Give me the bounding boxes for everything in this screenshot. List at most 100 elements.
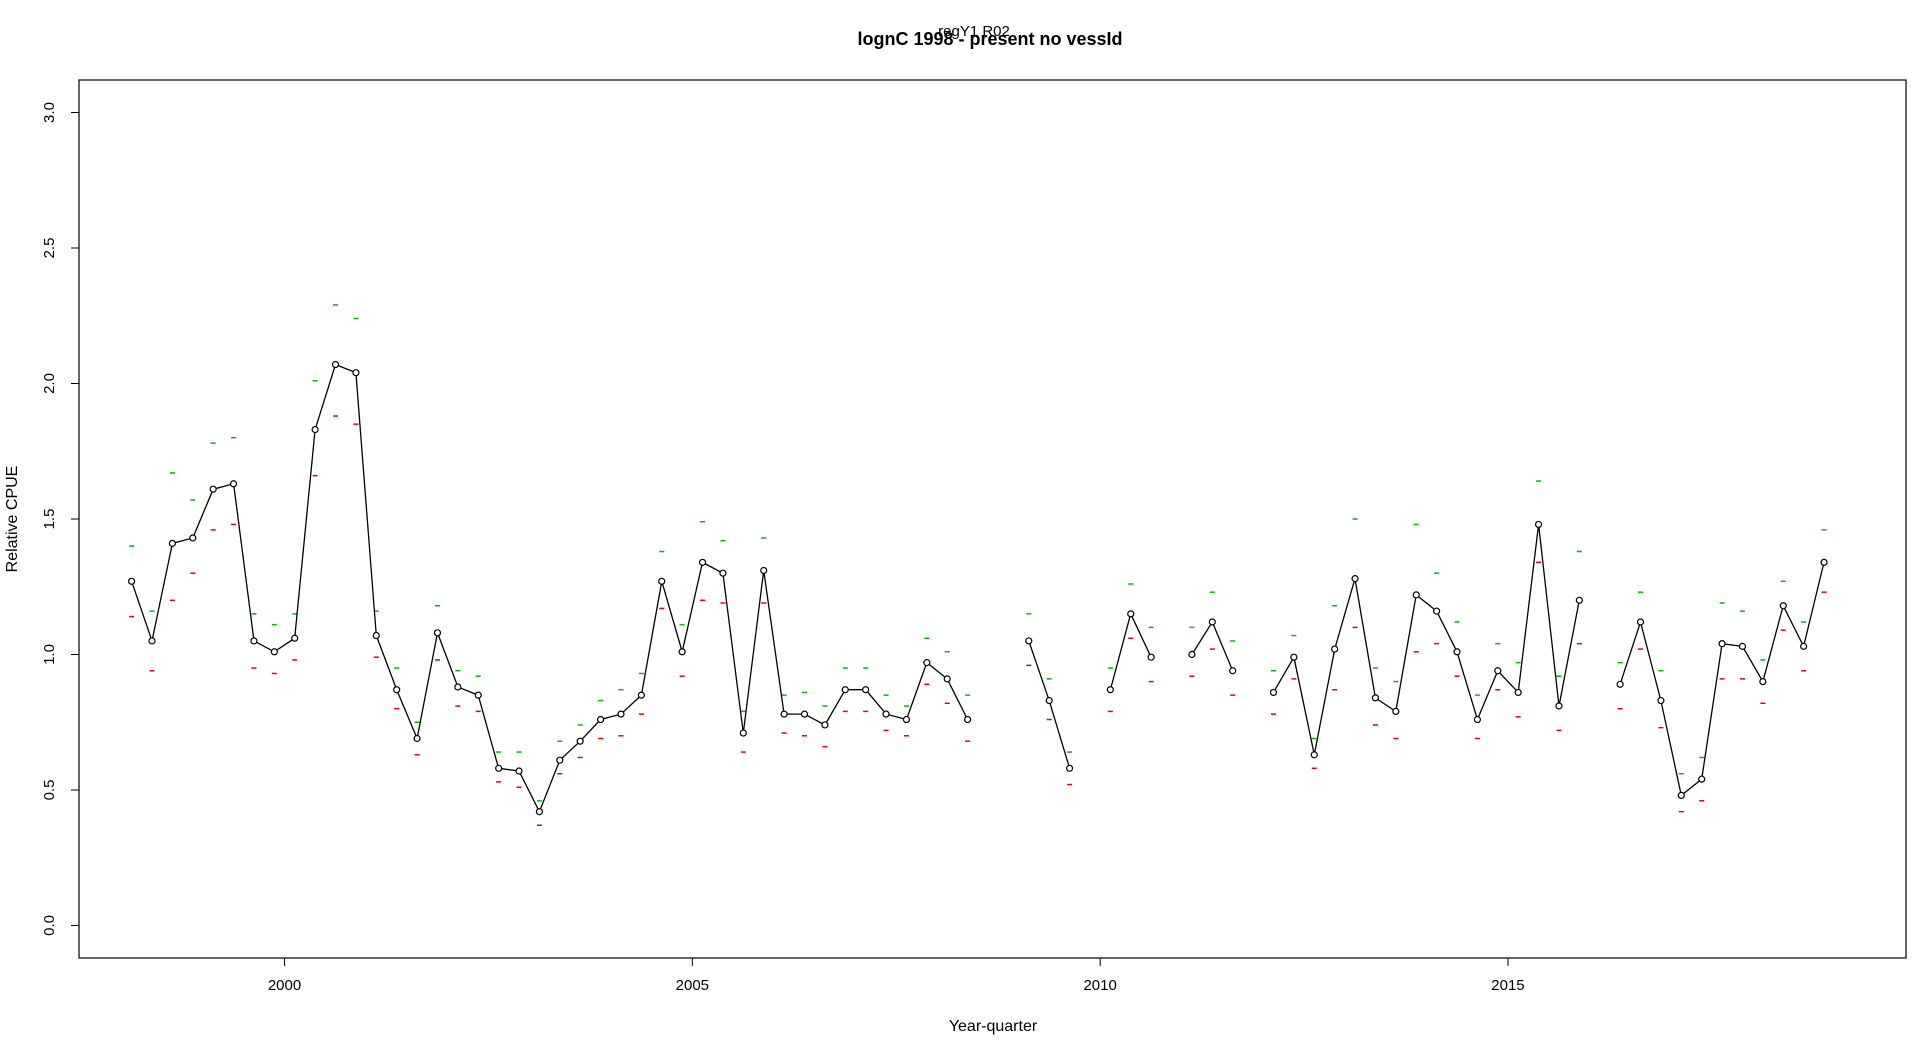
data-point (1127, 610, 1135, 618)
data-point (209, 485, 217, 493)
x-axis-label: Year-quarter (949, 1018, 1038, 1035)
series-line-segment-4 (1272, 524, 1580, 755)
data-point (1453, 648, 1461, 656)
data-point (1392, 707, 1400, 716)
data-point (719, 569, 727, 577)
data-point (841, 686, 849, 694)
data-point (1820, 558, 1828, 566)
data-point (189, 534, 197, 542)
y-tick-label-1.0: 1.0 (41, 644, 58, 665)
data-point (1045, 696, 1053, 705)
data-point (1800, 642, 1808, 650)
data-point (556, 756, 564, 764)
x-tick-label-2010: 2010 (1083, 977, 1116, 994)
series-line-segment-2 (1109, 611, 1152, 690)
data-point (596, 715, 605, 724)
data-point (1229, 667, 1237, 675)
data-point (780, 710, 788, 718)
data-point (943, 675, 951, 683)
data-point (739, 729, 747, 737)
data-point (1677, 791, 1685, 800)
data-point (1494, 667, 1502, 675)
data-point (902, 715, 911, 724)
data-point (678, 648, 686, 656)
data-point (862, 686, 870, 694)
data-point (495, 764, 503, 772)
data-point (1657, 696, 1665, 705)
x-tick-label-2005: 2005 (676, 977, 709, 994)
y-tick-label-0.5: 0.5 (41, 780, 58, 801)
data-point (658, 577, 666, 585)
data-point (576, 737, 584, 745)
data-point (1718, 640, 1726, 648)
y-tick-label-0.0: 0.0 (41, 915, 58, 936)
data-point (821, 721, 829, 729)
data-point (270, 648, 278, 656)
data-point (1351, 575, 1359, 583)
data-point (168, 539, 176, 547)
data-point (1738, 642, 1747, 650)
plot-frame (78, 79, 1907, 959)
data-point (535, 808, 544, 816)
confidence-marks (129, 304, 1827, 826)
data-point (1779, 602, 1787, 610)
data-point (1331, 645, 1339, 653)
data-point (964, 715, 972, 724)
y-tick-label-2.0: 2.0 (41, 373, 58, 394)
data-point (923, 659, 931, 667)
data-point (800, 710, 809, 718)
y-tick-label-1.5: 1.5 (41, 509, 58, 530)
data-point (1555, 702, 1563, 710)
y-tick-label-2.5: 2.5 (41, 238, 58, 259)
data-point (1759, 677, 1767, 686)
data-point (352, 369, 360, 377)
data-point (760, 566, 768, 575)
data-point (1065, 764, 1074, 772)
data-point (1575, 596, 1583, 604)
data-point (372, 631, 380, 640)
data-point (1290, 653, 1298, 661)
series-line-segment-3 (1191, 620, 1234, 672)
series-line-segment-1 (1028, 640, 1071, 769)
data-point (128, 577, 136, 585)
data-point (250, 637, 258, 645)
y-axis-label: Relative CPUE (4, 466, 21, 573)
data-point (1188, 650, 1196, 659)
data-point (882, 710, 890, 718)
data-point (617, 710, 625, 718)
data-point (393, 686, 401, 694)
data-point (1025, 637, 1033, 645)
y-axis: 0.0 0.5 1.0 1.5 2.0 2.5 3.0 (41, 102, 79, 936)
data-point (1636, 618, 1645, 626)
data-point (291, 634, 299, 642)
data-point (148, 637, 156, 645)
data-point (637, 691, 645, 699)
x-tick-label-2015: 2015 (1491, 977, 1524, 994)
data-point (1269, 688, 1278, 697)
data-point (1310, 751, 1318, 759)
data-point (1616, 680, 1624, 688)
data-point (1698, 775, 1706, 783)
data-point (331, 360, 340, 369)
data-point (1106, 686, 1114, 694)
y-tick-label-3.0: 3.0 (41, 102, 58, 123)
data-point (1371, 694, 1380, 702)
data-point (1534, 520, 1543, 529)
data-point (1208, 618, 1216, 626)
data-point (311, 425, 319, 434)
data-point (1412, 591, 1420, 599)
data-point (515, 767, 523, 775)
series-line-segment-0 (130, 363, 969, 814)
data-point (1473, 715, 1481, 724)
data-point (1147, 653, 1155, 661)
chart-title: lognC 1998 - present no vessId (857, 29, 1122, 49)
data-point (474, 691, 482, 699)
data-point (229, 480, 238, 488)
x-axis: 2000 2005 2010 2015 (268, 958, 1525, 994)
data-point (413, 734, 421, 743)
data-points (128, 360, 1828, 816)
data-point (698, 558, 707, 566)
data-point (454, 683, 462, 691)
data-point (1514, 688, 1522, 697)
